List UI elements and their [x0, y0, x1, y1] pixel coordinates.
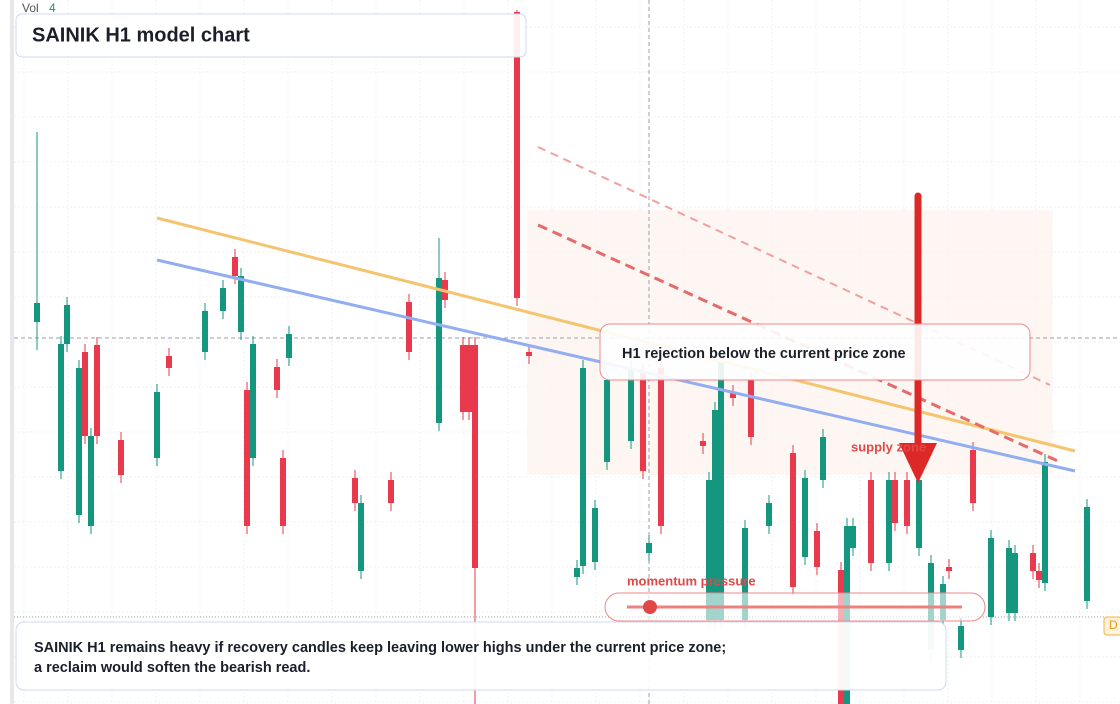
candle-body	[892, 480, 898, 523]
candle-body	[580, 368, 586, 566]
candle-body	[466, 345, 472, 412]
volume-value: 4	[49, 1, 56, 15]
candle-body	[94, 345, 100, 436]
candle-body	[946, 567, 952, 571]
arrow-head	[899, 443, 937, 483]
zone-label: supply zone	[851, 439, 926, 454]
candle-body	[472, 345, 478, 568]
candle-body	[1042, 462, 1048, 583]
candle-body	[118, 440, 124, 475]
candle-body	[970, 450, 976, 503]
edge-label-box	[1103, 616, 1120, 636]
candle-body	[706, 480, 712, 620]
candle-body	[712, 410, 718, 620]
candle-body	[592, 508, 598, 562]
candle-body	[460, 345, 466, 412]
momentum-knob	[643, 600, 657, 614]
candle-body	[748, 380, 754, 437]
candle-body	[202, 311, 208, 352]
candle-body	[82, 352, 88, 436]
channel-line	[537, 146, 1051, 386]
title-box	[15, 13, 527, 58]
candle-body	[958, 626, 964, 650]
candle-body	[604, 380, 610, 462]
candle-body	[406, 302, 412, 352]
candle-body	[916, 480, 922, 548]
candle-body	[1012, 553, 1018, 613]
candle-body	[436, 278, 442, 423]
edge-label: D	[1109, 618, 1118, 632]
candle-body	[646, 543, 652, 553]
candle-body	[742, 528, 748, 620]
candle-body	[76, 368, 82, 515]
candle-body	[718, 360, 724, 620]
candle-body	[220, 288, 226, 311]
candle-body	[64, 305, 70, 344]
candle-body	[1084, 507, 1090, 601]
candle-body	[766, 503, 772, 526]
candle-body	[358, 503, 364, 571]
candle-body	[790, 453, 796, 587]
candle-body	[988, 538, 994, 617]
candle-body	[814, 531, 820, 567]
candle-body	[1030, 553, 1036, 571]
candle-body	[286, 334, 292, 358]
left-border	[10, 0, 14, 704]
volume-label: Vol	[22, 1, 39, 15]
candle-body	[802, 478, 808, 557]
annotation: H1 rejection below the current price zon…	[622, 346, 906, 362]
candle-body	[904, 480, 910, 526]
candle-body	[868, 480, 874, 563]
candle-body	[730, 393, 736, 398]
candle-body	[850, 526, 856, 548]
candle-body	[886, 480, 892, 563]
candle-body	[820, 437, 826, 480]
candle-body	[274, 367, 280, 390]
candle-body	[88, 436, 94, 526]
candle-body	[640, 372, 646, 471]
candle-body	[34, 303, 40, 322]
candle-body	[58, 344, 64, 471]
candle-body	[1006, 548, 1012, 613]
candle-body	[700, 441, 706, 446]
candle-body	[514, 12, 520, 298]
candle-body	[166, 356, 172, 368]
note: SAINIK H1 remains heavy if recovery cand…	[34, 640, 727, 676]
candle-body	[238, 276, 244, 332]
annotation-box	[599, 323, 1031, 381]
candle-body	[280, 458, 286, 526]
note-box	[15, 621, 947, 691]
candle-body	[250, 344, 256, 458]
chart-title: SAINIK H1 model chart	[32, 24, 250, 46]
momentum-label: momentum pressure	[627, 573, 756, 588]
candle-body	[388, 480, 394, 503]
candle-body	[574, 568, 580, 577]
candle-body	[1036, 571, 1042, 580]
candle-body	[232, 257, 238, 276]
candle-body	[352, 478, 358, 503]
candle-body	[244, 390, 250, 526]
candle-body	[628, 368, 634, 441]
candle-body	[658, 368, 664, 526]
candle-body	[526, 352, 532, 356]
candle-body	[154, 392, 160, 458]
